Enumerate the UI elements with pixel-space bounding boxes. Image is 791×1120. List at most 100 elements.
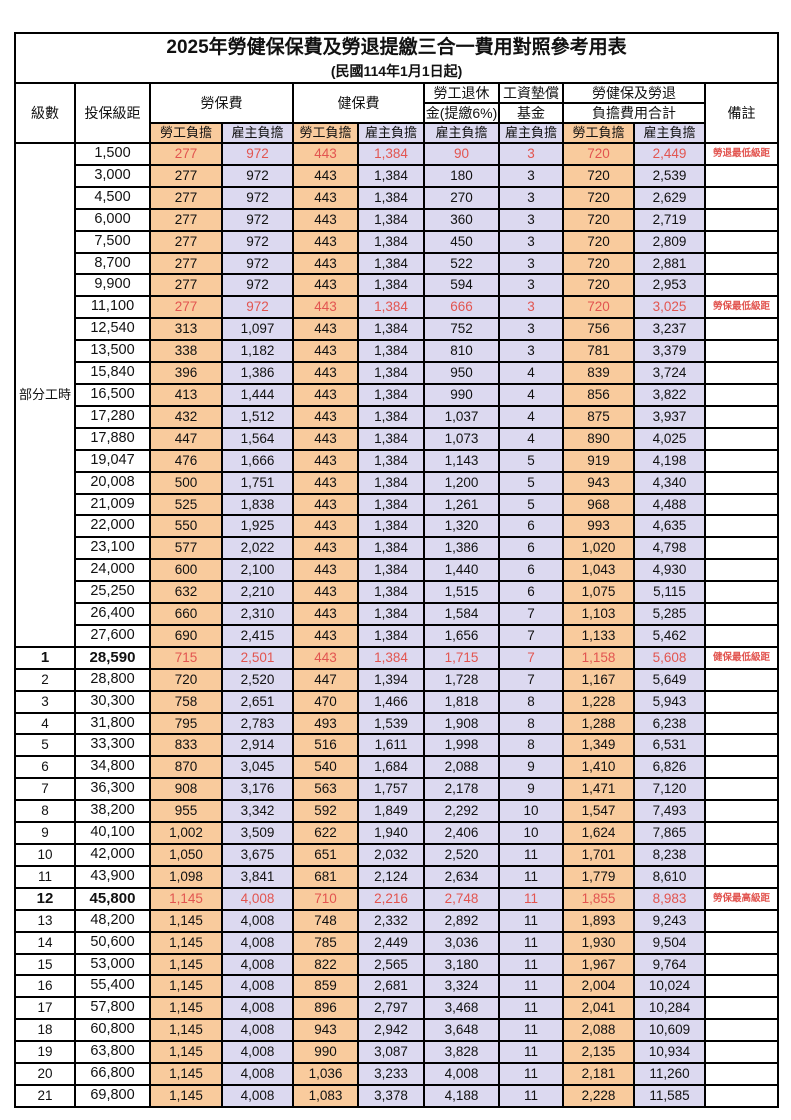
cell-li_er: 972: [221, 295, 294, 320]
cell-hi_er: 1,384: [357, 295, 425, 320]
remark-cell: [703, 996, 780, 1021]
col-header-bracket: 投保級距: [74, 82, 151, 144]
cell-tot_er: 2,719: [633, 207, 706, 232]
cell-li_er: 3,342: [221, 799, 294, 824]
cell-tot_er: 10,284: [633, 996, 706, 1021]
remark-cell: [703, 689, 780, 714]
title-row: 2025年勞健保保費及勞退提繳三合一費用對照參考用表 (民國114年1月1日起): [13, 32, 780, 84]
salary-cell: 63,800: [74, 1040, 151, 1065]
cell-fund: 6: [498, 558, 564, 583]
cell-li_emp: 632: [149, 580, 223, 605]
cell-tot_er: 2,953: [633, 273, 706, 298]
cell-hi_er: 1,394: [357, 667, 425, 692]
salary-cell: 13,500: [74, 339, 151, 364]
remark-cell: 勞保最低級距: [703, 295, 780, 320]
cell-li_er: 2,783: [221, 711, 294, 736]
cell-tot_er: 4,798: [633, 536, 706, 561]
table-row: 9,900 277 972 443 1,384 594 3 720 2,953: [15, 273, 780, 298]
salary-cell: 42,000: [74, 843, 151, 867]
cell-hi_emp: 493: [292, 711, 359, 736]
salary-cell: 20,008: [74, 470, 151, 495]
cell-tot_er: 2,881: [633, 251, 706, 276]
cell-hi_er: 1,384: [357, 251, 425, 276]
cell-hi_er: 1,384: [357, 163, 425, 188]
cell-hi_er: 1,384: [357, 142, 425, 166]
salary-cell: 23,100: [74, 536, 151, 561]
cell-li_er: 1,444: [221, 382, 294, 407]
salary-cell: 53,000: [74, 952, 151, 977]
col-header-health-insurance: 健保費: [292, 82, 425, 124]
cell-pension: 1,908: [423, 711, 500, 736]
cell-hi_emp: 443: [292, 514, 359, 539]
cell-li_er: 4,008: [221, 930, 294, 955]
level-cell: 20: [14, 1062, 76, 1086]
col-header-level: 級數: [14, 82, 76, 144]
cell-li_er: 3,176: [221, 777, 294, 802]
cell-li_er: 972: [221, 251, 294, 276]
cell-fund: 3: [498, 339, 564, 364]
salary-cell: 60,800: [74, 1018, 151, 1043]
remark-cell: [703, 251, 780, 276]
cell-fund: 4: [498, 426, 564, 451]
cell-li_er: 4,008: [221, 974, 294, 999]
cell-li_emp: 1,145: [149, 886, 223, 911]
cell-hi_emp: 443: [292, 163, 359, 188]
cell-li_emp: 1,098: [149, 864, 223, 889]
cell-hi_emp: 592: [292, 799, 359, 824]
cell-li_emp: 690: [149, 623, 223, 648]
cell-hi_er: 2,332: [357, 908, 425, 933]
cell-li_emp: 955: [149, 799, 223, 824]
cell-pension: 752: [423, 317, 500, 342]
remark-cell: [703, 821, 780, 845]
cell-tot_er: 2,539: [633, 163, 706, 188]
cell-hi_er: 1,539: [357, 711, 425, 736]
subheader-health-employer: 雇主負擔: [357, 122, 425, 144]
cell-pension: 270: [423, 185, 500, 210]
salary-cell: 11,100: [74, 295, 151, 320]
salary-cell: 7,500: [74, 229, 151, 254]
cell-hi_emp: 748: [292, 908, 359, 933]
cell-hi_er: 1,384: [357, 339, 425, 364]
cell-li_emp: 908: [149, 777, 223, 802]
remark-cell: [703, 404, 780, 429]
salary-cell: 36,300: [74, 777, 151, 802]
cell-li_er: 2,520: [221, 667, 294, 692]
salary-cell: 8,700: [74, 251, 151, 276]
remark-cell: [703, 908, 780, 933]
table-row: 3,000 277 972 443 1,384 180 3 720 2,539: [15, 163, 780, 188]
subheader-labor-employee: 勞工負擔: [149, 122, 223, 144]
cell-tot_emp: 943: [562, 470, 635, 495]
cell-hi_er: 1,384: [357, 623, 425, 648]
cell-fund: 5: [498, 492, 564, 517]
remark-cell: [703, 163, 780, 188]
table-row: 4,500 277 972 443 1,384 270 3 720 2,629: [15, 185, 780, 210]
table-row: 22,000 550 1,925 443 1,384 1,320 6 993 4,635: [15, 514, 780, 539]
cell-hi_emp: 443: [292, 404, 359, 429]
cell-hi_emp: 859: [292, 974, 359, 999]
cell-hi_er: 2,449: [357, 930, 425, 955]
salary-cell: 33,300: [74, 733, 151, 758]
cell-tot_er: 5,285: [633, 602, 706, 626]
cell-hi_emp: 470: [292, 689, 359, 714]
header-row-group2: 金(提繳6%) 基金 負擔費用合計: [15, 102, 778, 124]
cell-pension: 2,892: [423, 908, 500, 933]
cell-tot_er: 8,983: [633, 886, 706, 911]
cell-li_emp: 1,145: [149, 1040, 223, 1065]
cell-li_emp: 1,145: [149, 952, 223, 977]
cell-pension: 4,188: [423, 1083, 500, 1108]
cell-hi_er: 1,611: [357, 733, 425, 758]
cell-li_emp: 720: [149, 667, 223, 692]
table-row: 10 42,000 1,050 3,675 651 2,032 2,520 11 1,701 8,…: [14, 843, 780, 867]
cell-pension: 1,200: [423, 470, 500, 495]
cell-li_emp: 413: [149, 382, 223, 407]
remark-cell: [703, 1083, 780, 1108]
cell-hi_emp: 443: [292, 602, 359, 626]
cell-fund: 3: [498, 273, 564, 298]
cell-hi_emp: 710: [292, 886, 359, 911]
cell-fund: 7: [498, 602, 564, 626]
cell-tot_er: 2,629: [633, 185, 706, 210]
cell-tot_emp: 720: [562, 295, 635, 320]
cell-tot_er: 4,930: [633, 558, 706, 583]
remark-cell: [703, 514, 780, 539]
cell-hi_emp: 540: [292, 755, 359, 780]
